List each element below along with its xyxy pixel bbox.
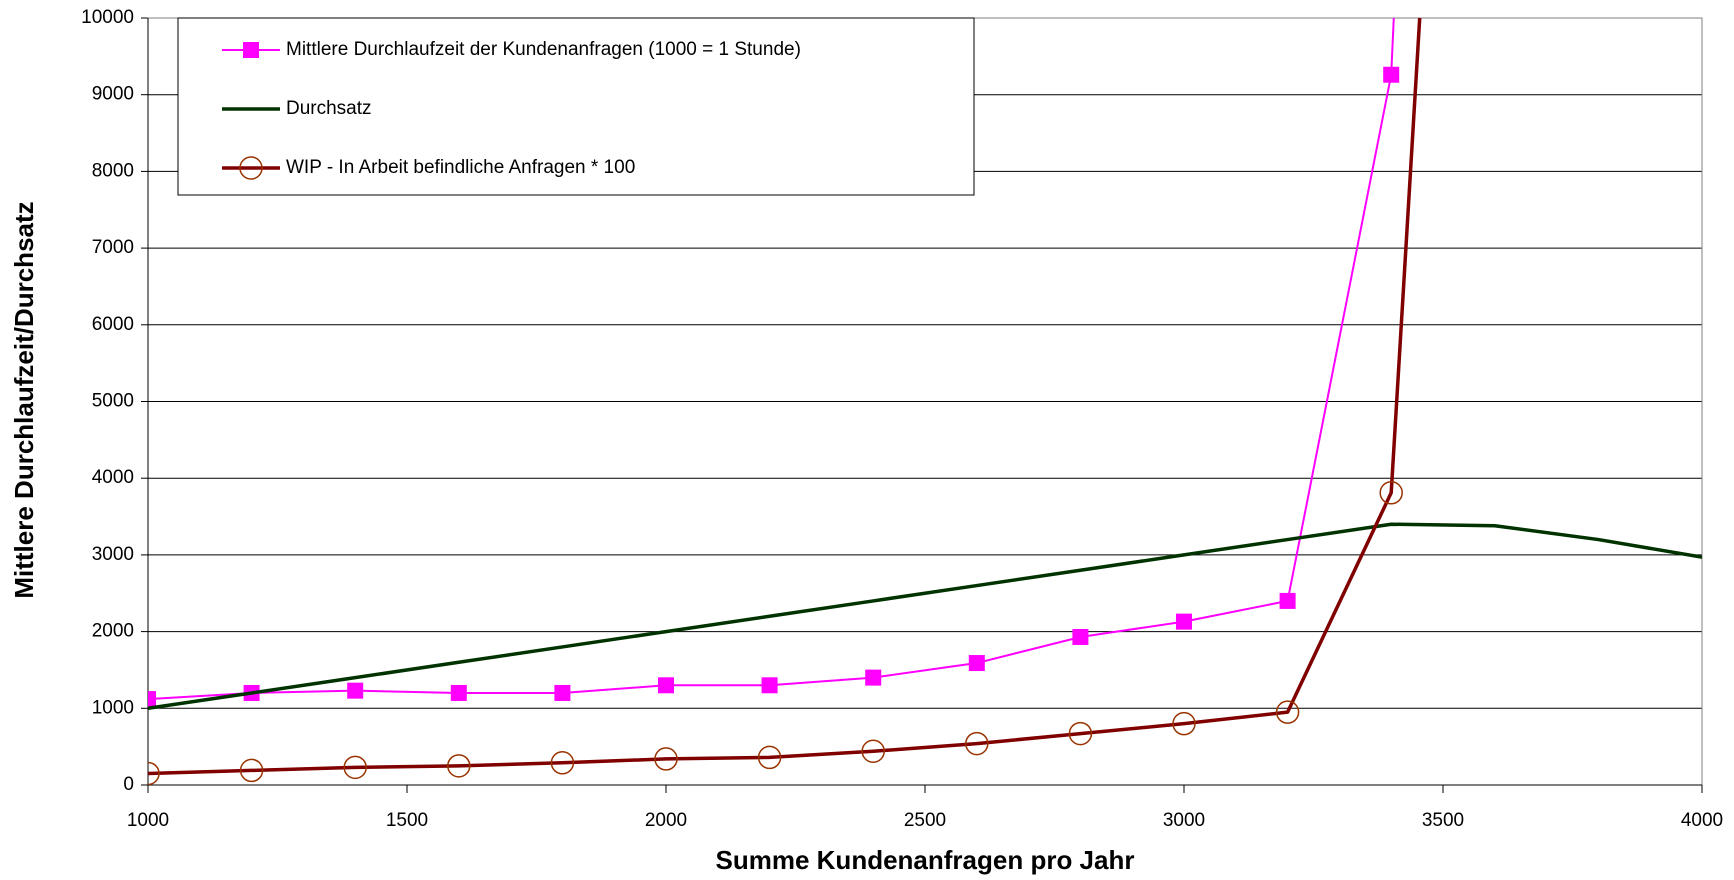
- point-marker: [1068, 721, 1093, 746]
- x-axis-title: Summe Kundenanfragen pro Jahr: [716, 845, 1135, 875]
- plot-area: [148, 18, 1702, 785]
- point-marker: [658, 677, 674, 694]
- y-tick-label: 4000: [92, 467, 134, 488]
- point-marker: [761, 677, 778, 694]
- x-tick-label: 4000: [1681, 810, 1723, 831]
- point-marker: [550, 751, 575, 775]
- point-marker: [965, 731, 989, 756]
- point-marker: [447, 754, 471, 778]
- legend-label: WIP - In Arbeit befindliche Anfragen * 1…: [286, 157, 635, 178]
- series-line: [148, 522, 1702, 711]
- y-tick-label: 6000: [92, 314, 134, 335]
- y-tick-label: 10000: [81, 7, 134, 28]
- x-tick-label: 3000: [1163, 810, 1205, 831]
- y-tick-label: 5000: [92, 391, 134, 412]
- series-line: [148, 18, 1395, 701]
- y-tick-label: 9000: [92, 84, 134, 105]
- point-marker: [1176, 613, 1192, 630]
- point-marker: [1072, 628, 1089, 645]
- point-marker: [865, 669, 882, 686]
- point-marker: [1275, 700, 1300, 724]
- point-marker: [239, 758, 264, 783]
- point-marker: [343, 755, 367, 780]
- point-marker: [239, 156, 263, 180]
- y-axis-title: Mittlere Durchlaufzeit/Durchsatz: [9, 201, 39, 598]
- point-marker: [450, 684, 467, 701]
- point-marker: [243, 42, 259, 58]
- y-tick-label: 8000: [92, 160, 134, 181]
- legend-label: Mittlere Durchlaufzeit der Kundenanfrage…: [286, 39, 801, 60]
- x-tick-label: 1500: [386, 810, 428, 831]
- series-line: [148, 18, 1422, 776]
- x-tick-label: 2000: [645, 810, 687, 831]
- point-marker: [1279, 592, 1296, 609]
- y-tick-label: 2000: [92, 621, 134, 642]
- point-marker: [1172, 711, 1196, 736]
- x-tick-label: 2500: [904, 810, 946, 831]
- point-marker: [554, 684, 571, 701]
- point-marker: [148, 761, 160, 785]
- y-tick-label: 3000: [92, 544, 134, 565]
- point-marker: [347, 682, 364, 699]
- point-marker: [148, 691, 156, 708]
- x-tick-label: 3500: [1422, 810, 1464, 831]
- y-tick-label: 7000: [92, 237, 134, 258]
- point-marker: [654, 747, 678, 771]
- point-marker: [968, 655, 985, 672]
- point-marker: [1383, 66, 1400, 83]
- x-tick-label: 1000: [127, 810, 169, 831]
- legend-box: [177, 17, 975, 196]
- y-tick-label: 1000: [92, 697, 134, 718]
- point-marker: [757, 745, 782, 770]
- point-marker: [861, 739, 885, 764]
- y-tick-label: 0: [123, 774, 134, 795]
- legend-label: Durchsatz: [286, 98, 372, 119]
- point-marker: [1379, 481, 1403, 505]
